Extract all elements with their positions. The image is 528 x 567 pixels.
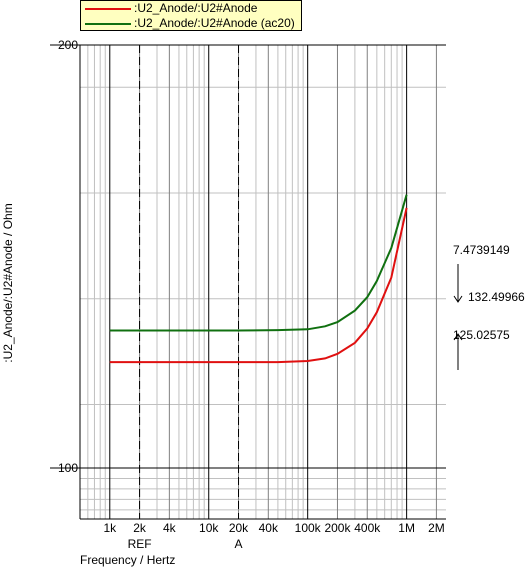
legend-item-anode-ac20[interactable]: :U2_Anode/:U2#Anode (ac20) bbox=[81, 16, 301, 31]
x-tick-label: 2M bbox=[428, 521, 445, 535]
x-tick-label: 40k bbox=[259, 521, 279, 535]
series-line-2 bbox=[109, 194, 408, 332]
x-tick-label: 2k bbox=[133, 521, 147, 535]
marker-delta-label: 7.4739149 bbox=[453, 243, 510, 257]
legend-item-anode[interactable]: :U2_Anode/:U2#Anode bbox=[81, 1, 301, 16]
marker-arrowhead-up bbox=[453, 333, 463, 341]
legend-swatch-red bbox=[85, 8, 131, 10]
x-tick-label: 1M bbox=[398, 521, 415, 535]
x-tick-label: 4k bbox=[163, 521, 177, 535]
legend-label-anode-ac20: :U2_Anode/:U2#Anode (ac20) bbox=[134, 16, 295, 30]
x-tick-label: 1k bbox=[103, 521, 117, 535]
marker-upper-label: 132.49966 bbox=[468, 290, 525, 304]
marker-lower-label: 125.02575 bbox=[453, 328, 510, 342]
legend: :U2_Anode/:U2#Anode :U2_Anode/:U2#Anode … bbox=[80, 0, 302, 31]
y-axis-title: :U2_Anode/:U2#Anode / Ohm bbox=[1, 203, 15, 362]
x-tick-label: 400k bbox=[354, 521, 381, 535]
marker-arrowhead-down bbox=[453, 295, 463, 303]
x-axis-title: Frequency / Hertz bbox=[80, 553, 175, 567]
x-tick-label: 200k bbox=[324, 521, 351, 535]
legend-swatch-green bbox=[85, 23, 131, 25]
cursor-label-ref: REF bbox=[128, 537, 152, 551]
cursor-label-a: A bbox=[235, 537, 243, 551]
x-tick-label: 20k bbox=[229, 521, 249, 535]
series-line-1 bbox=[109, 207, 408, 364]
legend-label-anode: :U2_Anode/:U2#Anode bbox=[134, 1, 258, 15]
x-tick-label: 100k bbox=[295, 521, 322, 535]
y-tick-label: 100 bbox=[58, 461, 78, 475]
x-tick-label: 10k bbox=[199, 521, 219, 535]
y-tick-label: 200 bbox=[58, 38, 78, 52]
